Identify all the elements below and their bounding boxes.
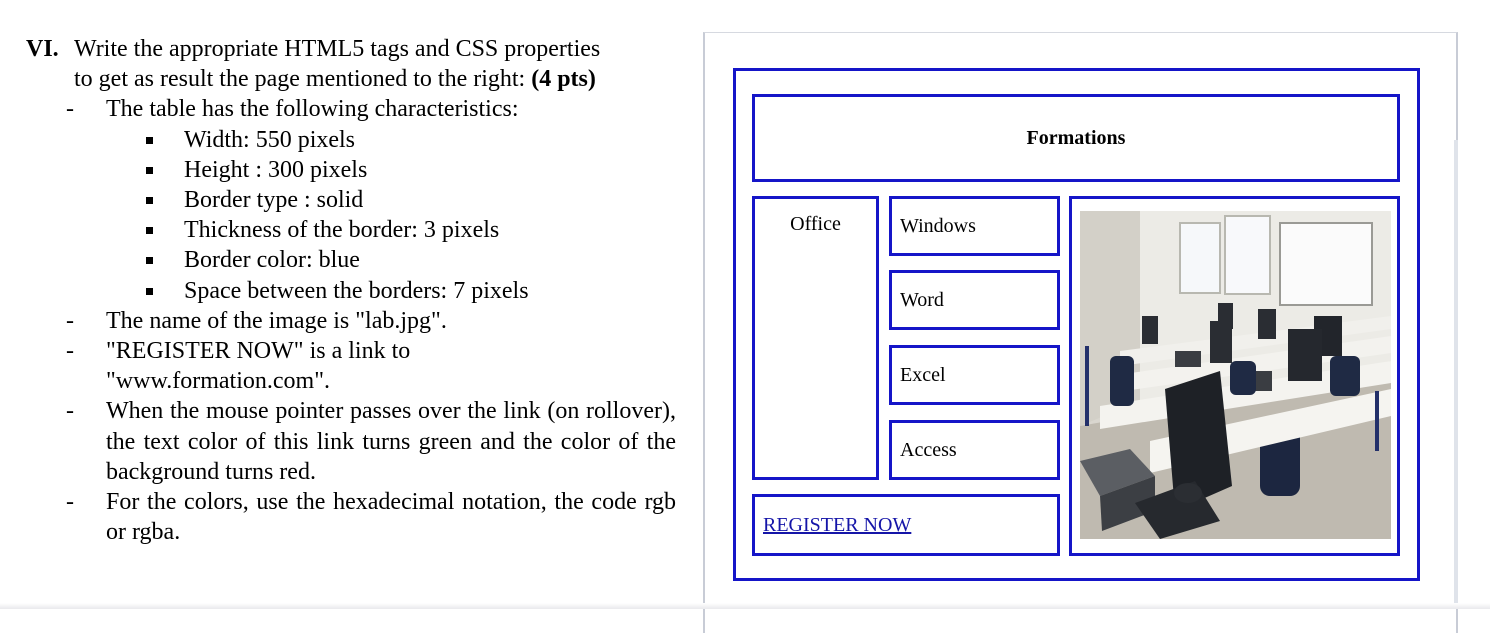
formations-title: Formations — [1026, 126, 1126, 149]
question-intro-line1: Write the appropriate HTML5 tags and CSS… — [74, 36, 601, 62]
colors-text: For the colors, use the hexadecimal nota… — [106, 489, 676, 546]
square-bullet — [146, 227, 153, 235]
cell-windows: Windows — [889, 196, 1060, 256]
characteristic-border-type: Border type : solid — [26, 185, 676, 215]
table-intro: The table has the following characterist… — [106, 96, 519, 123]
characteristic-text: Height : 300 pixels — [184, 156, 368, 183]
bottom-shade — [0, 603, 1490, 609]
square-bullet — [146, 136, 153, 144]
formations-table — [733, 68, 1420, 581]
characteristic-width: Width: 550 pixels — [26, 125, 676, 155]
rollover-item: - When the mouse pointer passes over the… — [26, 396, 676, 487]
cell-lab-image — [1069, 196, 1400, 556]
image-name-text: The name of the image is "lab.jpg". — [106, 307, 447, 334]
access-label: Access — [900, 438, 957, 461]
link-item: - "REGISTER NOW" is a link to "www.forma… — [26, 336, 676, 396]
question-intro-text: to get as result the page mentioned to t… — [74, 66, 526, 93]
cell-office: Office — [752, 196, 879, 480]
table-intro-item: - The table has the following characteri… — [26, 94, 676, 124]
cell-excel: Excel — [889, 345, 1060, 405]
exercise-text: VI. Write the appropriate HTML5 tags and… — [26, 34, 676, 547]
square-bullet — [146, 197, 153, 205]
square-bullet — [146, 166, 153, 174]
frame-shadow — [1454, 140, 1458, 609]
characteristic-text: Space between the borders: 7 pixels — [184, 277, 529, 304]
word-label: Word — [900, 288, 944, 311]
question-intro-line2: to get as result the page mentioned to t… — [74, 64, 676, 94]
characteristic-spacing: Space between the borders: 7 pixels — [26, 276, 676, 306]
square-bullet — [146, 257, 153, 265]
colors-item: - For the colors, use the hexadecimal no… — [26, 487, 676, 547]
cell-register: REGISTER NOW — [752, 494, 1060, 556]
cell-access: Access — [889, 420, 1060, 480]
characteristic-text: Thickness of the border: 3 pixels — [184, 217, 500, 244]
dash-bullet: - — [66, 489, 74, 516]
lab-photo — [1080, 211, 1391, 539]
link-text-line1: "REGISTER NOW" is a link to — [106, 338, 411, 365]
characteristic-color: Border color: blue — [26, 245, 676, 275]
link-text-line2: "www.formation.com". — [106, 368, 330, 395]
office-label: Office — [790, 213, 841, 235]
characteristic-height: Height : 300 pixels — [26, 155, 676, 185]
dash-bullet: - — [66, 398, 74, 425]
characteristic-text: Border type : solid — [184, 187, 364, 214]
question-number: VI. — [26, 36, 59, 62]
dash-bullet: - — [66, 338, 74, 365]
image-name-item: - The name of the image is "lab.jpg". — [26, 306, 676, 336]
rollover-text: When the mouse pointer passes over the l… — [106, 398, 676, 485]
characteristic-text: Border color: blue — [184, 247, 360, 274]
excel-label: Excel — [900, 363, 946, 386]
cell-formations-title: Formations — [752, 94, 1400, 182]
characteristic-thickness: Thickness of the border: 3 pixels — [26, 215, 676, 245]
windows-label: Windows — [900, 214, 976, 237]
characteristic-text: Width: 550 pixels — [184, 126, 356, 153]
dash-bullet: - — [66, 96, 74, 123]
cell-word: Word — [889, 270, 1060, 330]
register-now-link[interactable]: REGISTER NOW — [763, 513, 912, 536]
dash-bullet: - — [66, 307, 74, 334]
question-points: (4 pts) — [531, 66, 596, 93]
question-header: VI. Write the appropriate HTML5 tags and… — [26, 34, 676, 94]
square-bullet — [146, 287, 153, 295]
